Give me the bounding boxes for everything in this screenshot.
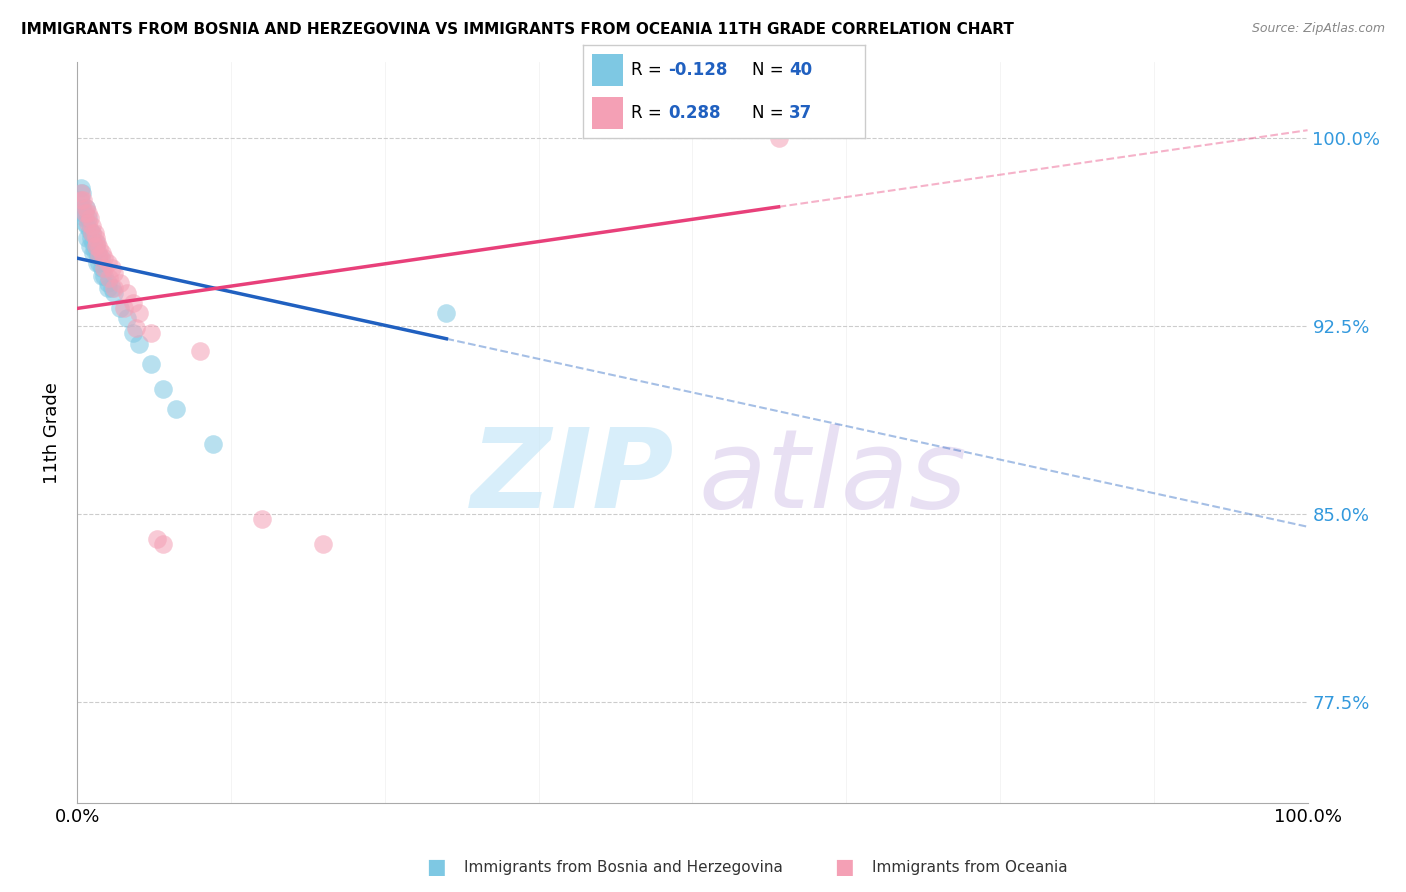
Point — [93, 261, 115, 276]
Point — [82, 219, 104, 233]
Point — [79, 211, 101, 225]
Point — [165, 401, 187, 416]
Point — [121, 326, 143, 341]
Point — [110, 301, 132, 316]
Point — [84, 231, 107, 245]
Point — [73, 216, 96, 230]
Point — [312, 537, 335, 551]
Text: atlas: atlas — [699, 424, 967, 531]
Point — [90, 261, 114, 276]
Point — [84, 238, 107, 252]
Point — [77, 211, 100, 225]
Point — [69, 194, 91, 208]
Point — [79, 238, 101, 252]
Point — [152, 537, 174, 551]
Point — [83, 244, 105, 258]
Point — [82, 226, 104, 240]
Point — [84, 236, 107, 251]
Point — [121, 296, 143, 310]
Point — [97, 256, 120, 270]
Point — [98, 271, 121, 285]
Point — [76, 231, 98, 245]
Text: 0.288: 0.288 — [668, 104, 720, 122]
Point — [141, 326, 163, 341]
Point — [97, 281, 120, 295]
Text: IMMIGRANTS FROM BOSNIA AND HERZEGOVINA VS IMMIGRANTS FROM OCEANIA 11TH GRADE COR: IMMIGRANTS FROM BOSNIA AND HERZEGOVINA V… — [21, 22, 1014, 37]
Point — [112, 301, 135, 316]
Point — [103, 281, 125, 295]
Text: Immigrants from Oceania: Immigrants from Oceania — [872, 860, 1067, 874]
Point — [146, 533, 169, 547]
Text: N =: N = — [752, 104, 789, 122]
Bar — [592, 54, 623, 86]
Text: R =: R = — [631, 104, 672, 122]
Point — [115, 286, 138, 301]
Point — [73, 211, 96, 225]
Point — [93, 251, 115, 265]
Text: ZIP: ZIP — [471, 424, 673, 531]
Point — [75, 201, 97, 215]
Point — [72, 206, 94, 220]
Point — [90, 246, 114, 260]
Point — [250, 512, 273, 526]
Point — [128, 336, 150, 351]
Text: 37: 37 — [789, 104, 813, 122]
Point — [77, 206, 100, 220]
Point — [86, 236, 108, 251]
Bar — [592, 97, 623, 129]
Point — [70, 201, 93, 215]
Point — [70, 186, 93, 200]
Text: 40: 40 — [789, 61, 811, 78]
Point — [89, 249, 111, 263]
Point — [128, 306, 150, 320]
Point — [110, 277, 132, 291]
Point — [152, 382, 174, 396]
Point — [125, 321, 148, 335]
Point — [82, 246, 104, 260]
Point — [103, 286, 125, 301]
Point — [86, 244, 108, 258]
Point — [76, 219, 98, 233]
Point — [115, 311, 138, 326]
Point — [87, 249, 110, 263]
Point — [70, 181, 93, 195]
Y-axis label: 11th Grade: 11th Grade — [44, 382, 62, 483]
Point — [90, 268, 114, 283]
Point — [436, 306, 458, 320]
Text: Immigrants from Bosnia and Herzegovina: Immigrants from Bosnia and Herzegovina — [464, 860, 783, 874]
Point — [80, 231, 103, 245]
Text: ■: ■ — [834, 857, 853, 877]
Point — [86, 256, 108, 270]
Point — [201, 437, 224, 451]
Text: -0.128: -0.128 — [668, 61, 727, 78]
Point — [82, 236, 104, 251]
Point — [79, 224, 101, 238]
Point — [768, 130, 790, 145]
Point — [75, 201, 97, 215]
Point — [93, 268, 115, 283]
Point — [89, 241, 111, 255]
Point — [73, 206, 96, 220]
Text: N =: N = — [752, 61, 789, 78]
Point — [90, 251, 112, 265]
Point — [103, 266, 125, 280]
Point — [101, 281, 124, 295]
Point — [70, 194, 93, 208]
Point — [190, 344, 212, 359]
Text: ■: ■ — [426, 857, 446, 877]
Point — [82, 226, 104, 240]
Point — [141, 357, 163, 371]
Text: R =: R = — [631, 61, 668, 78]
Point — [89, 256, 111, 270]
Point — [70, 186, 93, 200]
Text: Source: ZipAtlas.com: Source: ZipAtlas.com — [1251, 22, 1385, 36]
Point — [97, 277, 120, 291]
Point — [101, 261, 124, 276]
Point — [83, 226, 105, 240]
Point — [72, 194, 94, 208]
Point — [77, 216, 100, 230]
